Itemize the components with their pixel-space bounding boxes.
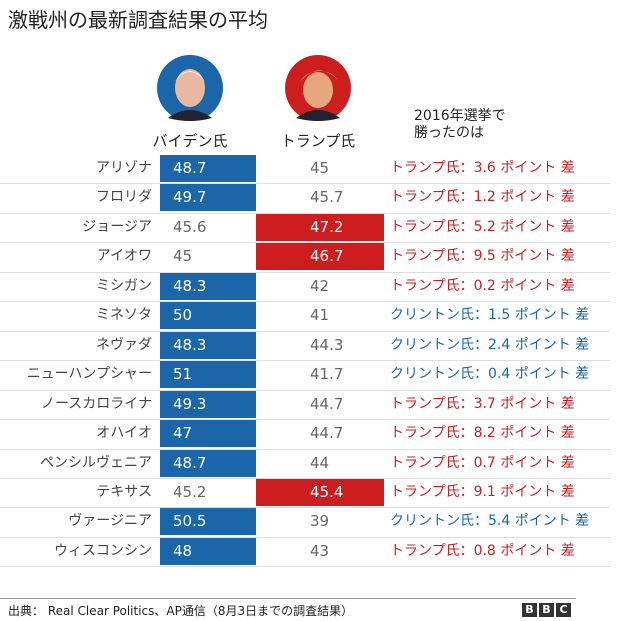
logo-letter: B bbox=[522, 603, 537, 617]
biden-value: 45 bbox=[173, 247, 193, 266]
row-divider bbox=[0, 477, 610, 479]
biden-value: 45.2 bbox=[173, 482, 207, 501]
biden-value: 49.7 bbox=[160, 184, 256, 212]
result: トランプ氏：9.1 ポイント 差 bbox=[390, 483, 575, 500]
result: トランプ氏：9.5 ポイント 差 bbox=[390, 248, 575, 265]
trump-value: 42 bbox=[310, 276, 330, 295]
result: トランプ氏：0.7 ポイント 差 bbox=[390, 454, 575, 471]
biden-value: 47 bbox=[160, 420, 256, 448]
result: クリントン氏：5.4 ポイント 差 bbox=[390, 513, 590, 530]
result: トランプ氏：1.2 ポイント 差 bbox=[390, 189, 575, 206]
row-divider bbox=[0, 301, 610, 303]
state-name: オハイオ bbox=[96, 425, 152, 442]
trump-value: 46.7 bbox=[256, 243, 384, 271]
biden-value: 51 bbox=[160, 361, 256, 389]
biden-value: 48.3 bbox=[160, 331, 256, 359]
column-header: トランプ氏 bbox=[280, 132, 356, 150]
row-divider bbox=[0, 271, 610, 273]
trump-value: 44 bbox=[310, 453, 330, 472]
state-name: ジョージア bbox=[82, 218, 152, 235]
trump-value: 39 bbox=[310, 512, 330, 531]
trump-value: 44.7 bbox=[310, 424, 344, 443]
row-divider bbox=[0, 330, 610, 332]
state-name: フロリダ bbox=[96, 189, 152, 206]
row-divider bbox=[0, 360, 610, 362]
trump-value: 44.3 bbox=[310, 335, 344, 354]
biden-value: 48.7 bbox=[160, 155, 256, 182]
state-name: ネヴァダ bbox=[96, 336, 152, 353]
state-name: ペンシルヴェニア bbox=[40, 454, 152, 471]
biden-value: 48.7 bbox=[160, 449, 256, 477]
trump-value: 47.2 bbox=[256, 213, 384, 241]
logo-letter: B bbox=[539, 603, 554, 617]
trump-value: 43 bbox=[310, 541, 330, 560]
biden-value: 45.6 bbox=[173, 217, 207, 236]
state-name: ミシガン bbox=[96, 277, 152, 294]
result: トランプ氏：8.2 ポイント 差 bbox=[390, 425, 575, 442]
biden-value: 48 bbox=[160, 537, 256, 565]
column-header: 2016年選挙で 勝ったのは bbox=[414, 108, 506, 141]
trump-value: 44.7 bbox=[310, 394, 344, 413]
row-divider bbox=[0, 242, 610, 244]
result: トランプ氏：0.2 ポイント 差 bbox=[390, 277, 575, 294]
result: クリントン氏：0.4 ポイント 差 bbox=[390, 366, 590, 383]
state-name: ヴァージニア bbox=[68, 513, 152, 530]
result: クリントン氏：1.5 ポイント 差 bbox=[390, 307, 590, 324]
biden-value: 48.3 bbox=[160, 272, 256, 300]
row-divider bbox=[0, 507, 610, 509]
column-header: バイデン氏 bbox=[152, 132, 228, 150]
result: クリントン氏：2.4 ポイント 差 bbox=[390, 336, 590, 353]
row-divider bbox=[0, 536, 610, 538]
trump-value: 45.7 bbox=[310, 188, 344, 207]
logo-letter: C bbox=[556, 603, 571, 617]
result: トランプ氏：3.7 ポイント 差 bbox=[390, 395, 575, 412]
state-name: アイオワ bbox=[96, 248, 152, 265]
trump-value: 45 bbox=[310, 159, 330, 177]
state-name: テキサス bbox=[96, 483, 152, 500]
state-name: ミネソタ bbox=[96, 307, 152, 324]
biden-value: 50.5 bbox=[160, 508, 256, 536]
row-divider bbox=[0, 212, 610, 214]
state-name: アリゾナ bbox=[96, 160, 152, 176]
portraits bbox=[157, 55, 351, 121]
row-divider bbox=[0, 566, 610, 568]
row-divider bbox=[0, 389, 610, 391]
source: 出典： Real Clear Politics、AP通信（8月3日までの調査結果… bbox=[8, 604, 354, 618]
title: 激戦州の最新調査結果の平均 bbox=[8, 8, 268, 32]
trump-value: 41 bbox=[310, 306, 330, 325]
state-name: ノースカロライナ bbox=[40, 395, 152, 412]
footer-rule bbox=[0, 598, 576, 599]
result: トランプ氏：0.8 ポイント 差 bbox=[390, 542, 575, 559]
trump-value: 45.4 bbox=[256, 478, 384, 506]
row-divider bbox=[0, 183, 610, 185]
row-divider bbox=[0, 419, 610, 421]
trump-value: 41.7 bbox=[310, 365, 344, 384]
row-divider bbox=[0, 448, 610, 450]
biden-value: 50 bbox=[160, 302, 256, 330]
result: トランプ氏：3.6 ポイント 差 bbox=[390, 160, 575, 176]
result: トランプ氏：5.2 ポイント 差 bbox=[390, 218, 575, 235]
state-name: ウィスコンシン bbox=[54, 542, 152, 559]
state-name: ニューハンプシャー bbox=[26, 366, 152, 383]
biden-value: 49.3 bbox=[160, 390, 256, 418]
